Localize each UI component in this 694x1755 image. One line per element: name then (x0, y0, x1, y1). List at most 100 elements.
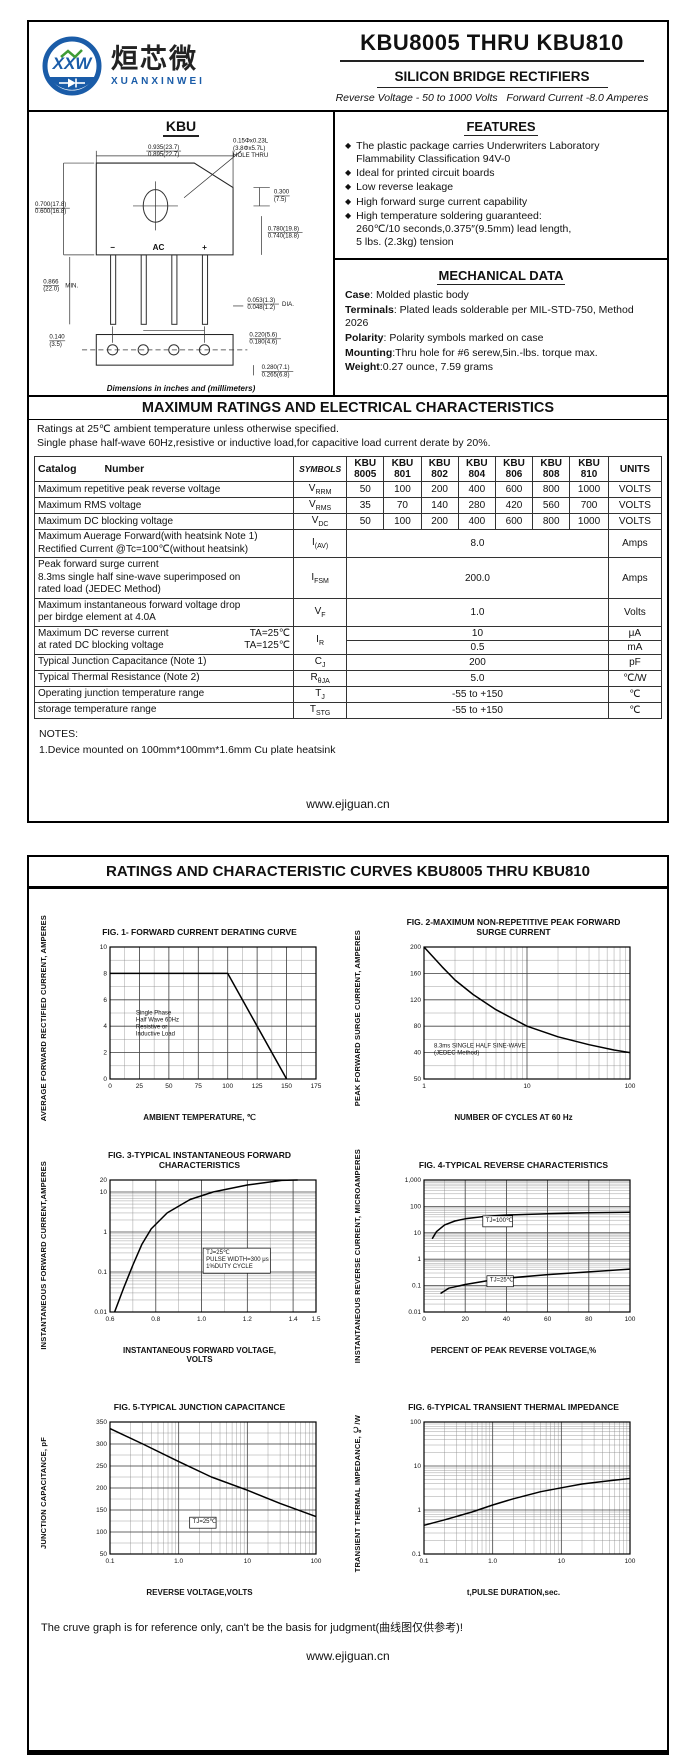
figure-main: FIG. 2-MAXIMUM NON-REPETITIVE PEAK FORWA… (366, 915, 661, 1122)
units-cell: mA (607, 639, 663, 655)
parameter-cell: Peak forward surge current 8.3ms single h… (33, 557, 295, 599)
part-number-header: KBU 802 (420, 456, 459, 483)
figure-y-axis-label: INSTANTANEOUS FORWARD CURRENT,AMPERES (38, 1161, 48, 1351)
mechanical-item: Weight:0.27 ounce, 7.59 grams (345, 361, 657, 375)
x-tick-label: 0 (422, 1316, 426, 1323)
y-tick-label: 300 (96, 1441, 107, 1448)
y-tick-label: 1 (103, 1229, 107, 1236)
x-tick-label: 100 (624, 1083, 635, 1090)
x-tick-label: 0.1 (105, 1558, 114, 1565)
curves-heading: RATINGS AND CHARACTERISTIC CURVES KBU800… (29, 857, 667, 889)
value-cell: -55 to +150 (346, 701, 609, 719)
mechanical-item: Case: Molded plastic body (345, 289, 657, 303)
title-block: KBU8005 THRU KBU810 SILICON BRIDGE RECTI… (317, 22, 667, 110)
dimension-label: 0.895(22.7) (148, 151, 179, 158)
y-tick-label: 100 (410, 1203, 421, 1210)
figure-x-axis-label: INSTANTANEOUS FORWARD VOLTAGE, VOLTS (122, 1345, 277, 1364)
x-tick-label: 20 (461, 1316, 469, 1323)
x-tick-label: 80 (585, 1316, 593, 1323)
curves-disclaimer: The cruve graph is for reference only, c… (41, 1621, 463, 1634)
part-number-header: KBU 810 (569, 456, 609, 483)
page-subtitle: SILICON BRIDGE RECTIFIERS (394, 69, 590, 84)
y-tick-label: 100 (410, 1419, 421, 1426)
parameter-cell: Typical Thermal Resistance (Note 2) (33, 669, 295, 687)
x-tick-label: 1.0 (488, 1558, 497, 1565)
annotation-text: Half Wave 60Hz (135, 1017, 178, 1023)
y-tick-label: 200 (410, 944, 421, 951)
figure-plot: 0 20 40 60 80 100 1,000 100 10 1 0.1 0.01 TJ=100℃ TJ=… (404, 1177, 635, 1323)
mechanical-item: Terminals: Plated leads solderable per M… (345, 304, 657, 331)
units-cell: VOLTS (607, 481, 663, 499)
dimension-label: HOLE THRU (233, 152, 268, 159)
units-cell: ℃ (607, 685, 663, 703)
dimension-label: 0.15Φx0.23L (233, 138, 269, 145)
value-cell: 200 (346, 653, 609, 671)
dimension-label: 0.180(4.6) (249, 339, 277, 346)
figure-plot: 0.1 1.0 10 100 100 10 1 0.1 (410, 1419, 636, 1565)
symbol-cell: I(AV) (293, 529, 348, 559)
value-cell: 1000 (569, 513, 609, 531)
plot-border (108, 1179, 317, 1313)
value-cell: 70 (383, 497, 422, 515)
dimension-label: 0.053(1.3) (247, 297, 275, 304)
figure-2: PEAK FORWARD SURGE CURRENT, AMPERES FIG. … (349, 915, 661, 1122)
value-cell: 50 (346, 513, 385, 531)
y-tick-label: 0.1 (97, 1269, 106, 1276)
table-row: Maximum DC blocking voltage VDC 50 100 200 40… (33, 513, 663, 531)
figure-5: JUNCTION CAPACITANCE, pF FIG. 5-TYPICAL J… (35, 1390, 347, 1597)
dimension-label: 0.048(1.2) (247, 304, 275, 311)
annotation-text: (JEDEC Method) (433, 1050, 478, 1056)
figure-main: FIG. 1- FORWARD CURRENT DERATING CURVE 0 2… (52, 915, 347, 1122)
bullet-icon: ◆ (345, 141, 352, 150)
symbol-subscript: θJA (317, 677, 330, 685)
figure-3: INSTANTANEOUS FORWARD CURRENT,AMPERES FIG… (35, 1148, 347, 1364)
table-row: Maximum repetitive peak reverse voltage V… (33, 481, 663, 499)
symbol-cell: TSTG (293, 701, 348, 719)
x-tick-label: 125 (251, 1083, 262, 1090)
value-cell: 400 (457, 513, 496, 531)
x-tick-label: 1.5 (311, 1316, 320, 1323)
dimension-label: DIA. (282, 301, 294, 308)
x-tick-label: 100 (222, 1083, 233, 1090)
y-tick-label: 40 (413, 1049, 421, 1056)
value-cell: 5.0 (346, 669, 609, 687)
figure-title: FIG. 4-TYPICAL REVERSE CHARACTERISTICS (418, 1159, 609, 1170)
dimension-label: (3.8Φx5.7L) (233, 145, 265, 152)
units-cell: pF (607, 653, 663, 671)
y-tick-label: 120 (410, 997, 421, 1004)
plot-border (422, 946, 631, 1080)
parameter-cell: Maximum Auerage Forward(with heatsink No… (33, 529, 295, 559)
y-tick-label: 8 (103, 970, 107, 977)
x-tick-label: 60 (543, 1316, 551, 1323)
x-tick-label: 150 (281, 1083, 292, 1090)
symbol-cell: VRMS (293, 497, 348, 515)
dimension-label: 0.935(23.7) (148, 144, 179, 151)
y-tick-label: 50 (99, 1551, 107, 1558)
value-cell: -55 to +150 (346, 685, 609, 703)
annotation-text: Inductive Load (135, 1031, 174, 1037)
figure-4: INSTANTANEOUS REVERSE CURRENT, MICROAMPE… (349, 1148, 661, 1364)
dimension-label: (3.5) (49, 341, 62, 348)
datasheet-page-1: XXW 烜芯微 XUANXINWEI KBU8005 THRU KBU810 S… (27, 20, 669, 823)
value-cell: 200 (420, 513, 459, 531)
value-cell: 1000 (569, 481, 609, 499)
figure-title: FIG. 6-TYPICAL TRANSIENT THERMAL IMPEDAN… (408, 1401, 619, 1412)
catalog-number-header: Catalog Number (33, 456, 295, 483)
symbol-cell: RθJA (293, 669, 348, 687)
symbols-header: SYMBOLS (293, 456, 348, 483)
x-tick-label: 0.1 (419, 1558, 428, 1565)
header: XXW 烜芯微 XUANXINWEI KBU8005 THRU KBU810 S… (29, 22, 667, 112)
figure-y-axis-label: INSTANTANEOUS REVERSE CURRENT, MICROAMPE… (352, 1148, 362, 1363)
x-tick-label: 25 (135, 1083, 143, 1090)
x-tick-label: 0.8 (151, 1316, 160, 1323)
figure-title: FIG. 2-MAXIMUM NON-REPETITIVE PEAK FORWA… (406, 916, 621, 937)
part-number-header: KBU 804 (457, 456, 496, 483)
annotation-text: 1%DUTY CYCLE (206, 1264, 253, 1270)
ratings-condition-2: Single phase half-wave 60Hz,resistive or… (37, 436, 491, 449)
figure-x-axis-label: REVERSE VOLTAGE,VOLTS (146, 1587, 253, 1597)
annotation-text: 8.3ms SINGLE HALF SINE-WAVE (433, 1043, 525, 1049)
notes-section: NOTES: 1.Device mounted on 100mm*100mm*1… (29, 719, 667, 789)
plot-border (108, 1421, 317, 1555)
units-cell: μA (607, 625, 663, 641)
feature-item: ◆ High forward surge current capability (345, 196, 657, 209)
